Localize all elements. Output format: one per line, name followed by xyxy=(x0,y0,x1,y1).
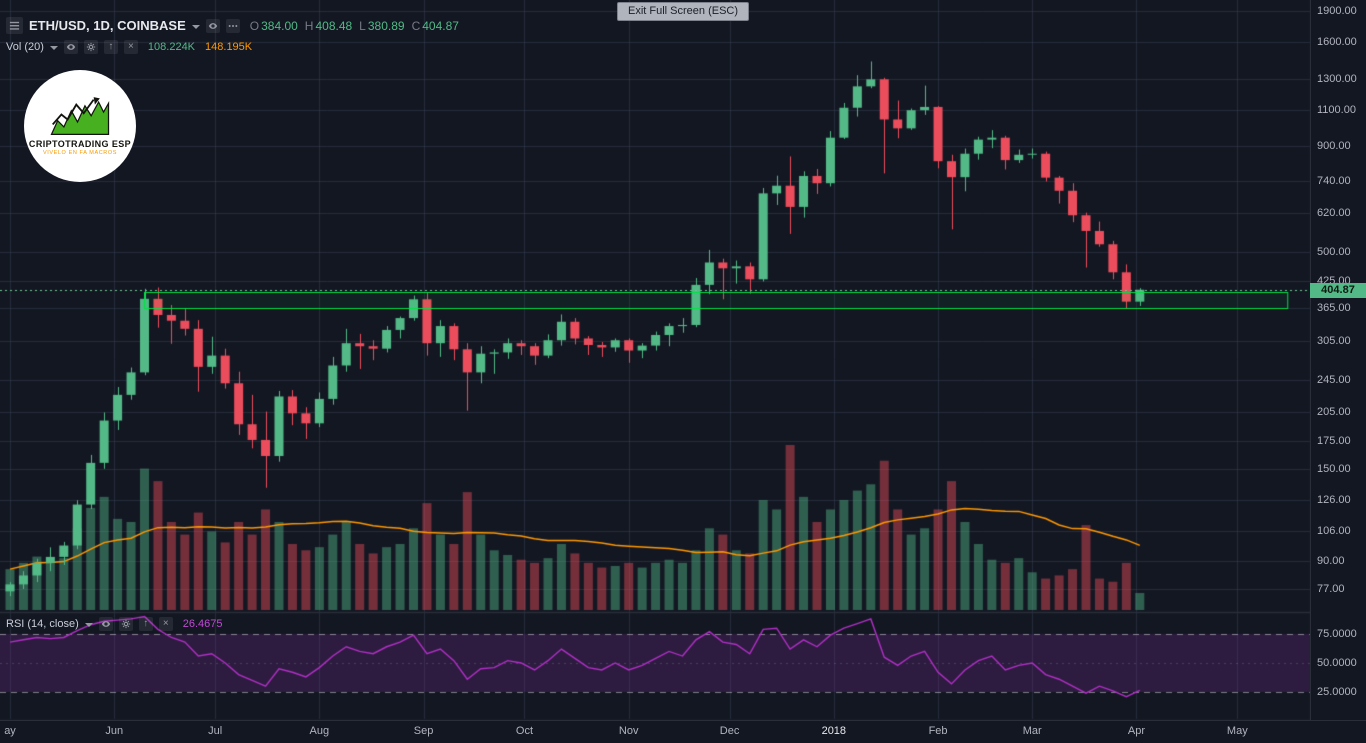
price-axis-label: 1900.00 xyxy=(1317,5,1357,17)
price-axis-label: 90.00 xyxy=(1317,554,1345,567)
time-axis-label: Sep xyxy=(413,725,434,737)
volume-study-title[interactable]: Vol (20) xyxy=(6,41,44,53)
settings-icon[interactable] xyxy=(83,40,98,54)
price-axis-label: 245.00 xyxy=(1317,374,1351,387)
price-axis-label: 150.00 xyxy=(1317,462,1351,475)
symbol-title[interactable]: ETH/USD, 1D, COINBASE xyxy=(29,18,186,33)
price-axis-label: 1300.00 xyxy=(1317,73,1357,86)
logo-chart-icon xyxy=(50,96,110,135)
volume-legend: Vol (20) ↑ × 108.224K 148.195K xyxy=(6,40,252,54)
time-axis-label: Feb xyxy=(928,725,948,737)
price-axis[interactable]: 1900.00 1600.00 1300.00 1100.00 900.00 740.00… xyxy=(1310,0,1366,720)
price-axis-label: 175.00 xyxy=(1317,434,1351,447)
rsi-axis-label: 25.0000 xyxy=(1317,686,1357,698)
close-value: 404.87 xyxy=(422,18,459,33)
low-value: 380.89 xyxy=(367,18,405,33)
chevron-down-icon[interactable] xyxy=(191,24,200,29)
volume-ma-value: 148.195K xyxy=(205,41,253,53)
rsi-axis-label: 75.0000 xyxy=(1317,628,1357,640)
price-axis-label: 500.00 xyxy=(1317,245,1351,258)
time-axis-label: Oct xyxy=(515,725,534,737)
price-axis-label: 205.00 xyxy=(1317,406,1351,419)
time-axis[interactable]: ay Jun Jul Aug Sep Oct Nov Dec 2018 Feb Mar Apr May xyxy=(0,720,1366,743)
price-axis-label: 305.00 xyxy=(1317,334,1351,347)
time-axis-label: Nov xyxy=(618,725,639,737)
price-axis-label: 1100.00 xyxy=(1317,103,1356,116)
volume-value: 108.224K xyxy=(147,41,196,53)
time-axis-label: Jun xyxy=(105,725,124,737)
time-axis-label: Dec xyxy=(719,725,740,737)
eye-icon[interactable] xyxy=(63,40,78,54)
chevron-down-icon[interactable] xyxy=(49,46,58,50)
fullscreen-tooltip: Exit Full Screen (ESC) xyxy=(616,2,750,21)
price-axis-label: 900.00 xyxy=(1317,139,1351,152)
rsi-axis-label: 50.0000 xyxy=(1317,657,1357,669)
time-axis-label: ay xyxy=(4,725,16,737)
price-axis-label: 365.00 xyxy=(1317,302,1351,315)
time-axis-label: May xyxy=(1226,725,1248,737)
rsi-legend: RSI (14, close) ↑ × 26.4675 xyxy=(6,617,223,631)
price-axis-label: 106.00 xyxy=(1317,525,1351,538)
open-value: 384.00 xyxy=(261,18,298,33)
brand-logo: CRIPTOTRADING ESP VIVELO EN FA MACROS xyxy=(24,70,136,182)
time-axis-label: Apr xyxy=(1127,725,1145,737)
time-axis-label: Jul xyxy=(208,725,223,737)
close-icon[interactable]: × xyxy=(123,40,138,54)
eye-icon[interactable] xyxy=(205,18,220,33)
high-value: 408.48 xyxy=(315,18,353,33)
time-axis-label: 2018 xyxy=(821,725,847,737)
price-axis-label: 620.00 xyxy=(1317,206,1351,219)
arrow-up-icon[interactable]: ↑ xyxy=(103,40,118,54)
chevron-down-icon[interactable] xyxy=(84,623,93,627)
close-icon[interactable]: × xyxy=(158,617,173,631)
time-axis-label: Aug xyxy=(309,725,330,737)
more-options-icon[interactable] xyxy=(225,18,240,33)
settings-icon[interactable] xyxy=(118,617,133,631)
eye-icon[interactable] xyxy=(98,617,113,631)
time-axis-label: Mar xyxy=(1022,725,1042,737)
logo-title: CRIPTOTRADING ESP xyxy=(28,138,132,149)
menu-icon[interactable] xyxy=(6,17,23,34)
price-axis-label: 1600.00 xyxy=(1317,35,1357,48)
ohlc-readout: O 384.00 H 408.48 L 380.89 C 404.87 xyxy=(249,18,459,33)
arrow-up-icon[interactable]: ↑ xyxy=(138,617,153,631)
rsi-value: 26.4675 xyxy=(182,618,223,630)
price-axis-label: 740.00 xyxy=(1317,175,1351,187)
logo-subtitle: VIVELO EN FA MACROS xyxy=(42,149,118,156)
last-price-tag: 404.87 xyxy=(1310,282,1366,298)
price-axis-label: 77.00 xyxy=(1317,583,1345,595)
price-axis-label: 126.00 xyxy=(1317,494,1351,507)
rsi-study-title[interactable]: RSI (14, close) xyxy=(6,618,79,630)
